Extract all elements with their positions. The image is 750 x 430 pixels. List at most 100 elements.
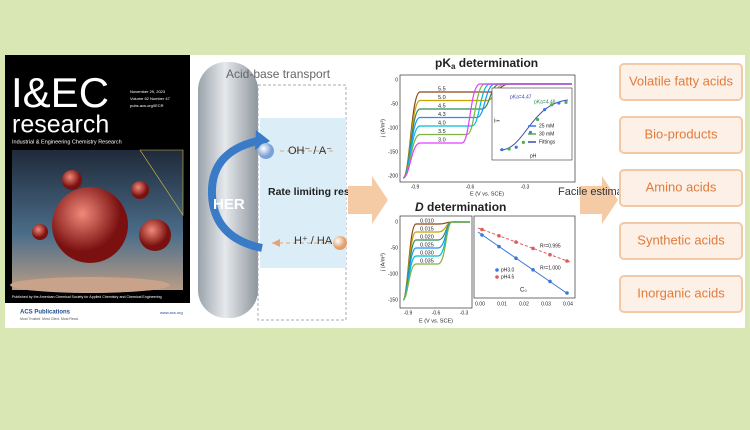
- flow-arrow: [580, 176, 618, 224]
- inset-point: [557, 101, 561, 105]
- pka-title-sub: a: [451, 62, 456, 71]
- fit-point: [548, 252, 552, 257]
- her-label: HER: [213, 196, 245, 213]
- legend-label: pH4.5: [501, 274, 515, 280]
- application-label: Bio-products: [645, 126, 718, 141]
- curve-label: 5.0: [438, 95, 446, 101]
- fit-label: pKa=4.48: [534, 99, 556, 105]
- x-tick-label: -0.6: [466, 184, 475, 190]
- y-tick-label: 0: [395, 77, 398, 83]
- base-species: OH⁻ / A⁻: [288, 145, 332, 157]
- mechanism: Acid-base transport HER OH⁻ / A⁻ Rate li…: [198, 62, 388, 321]
- d-fit-frame: [473, 215, 576, 299]
- x-tick-label: -0.6: [432, 310, 441, 316]
- ion-sphere: [258, 143, 274, 159]
- publisher-note: Published by the American Chemical Socie…: [12, 295, 162, 299]
- cover-date: November 29, 2023: [130, 89, 166, 94]
- inset-x-label: pH: [530, 153, 537, 159]
- y-tick-label: -150: [388, 297, 398, 303]
- her-arrow: [207, 136, 263, 252]
- application-box: [619, 116, 743, 154]
- cover-url: pubs.acs.org/IECR: [130, 103, 164, 108]
- fit-point: [497, 244, 501, 249]
- x-tick-label: 0.04: [563, 301, 573, 307]
- y-tick-label: -50: [391, 245, 398, 251]
- fit-point: [480, 233, 484, 237]
- x-tick-label: 0.03: [541, 301, 551, 307]
- y-axis-label: j (A/m²): [380, 119, 386, 138]
- curve-label: 0.015: [420, 226, 434, 232]
- application-box: [619, 222, 743, 260]
- y-tick-label: -200: [388, 173, 398, 179]
- x-tick-label: 0.01: [497, 301, 507, 307]
- acs-url: www.acs.org: [160, 310, 183, 315]
- fit-point: [497, 234, 501, 238]
- flow-arrow: [348, 176, 388, 224]
- d-title: D determination: [415, 200, 506, 214]
- x-axis-label: E (V vs. SCE): [419, 318, 453, 324]
- curve-label: 0.030: [420, 250, 434, 256]
- fit-point: [548, 279, 552, 284]
- transport-label: Acid-base transport: [226, 67, 331, 81]
- legend-swatch: [495, 268, 499, 272]
- application-label: Volatile fatty acids: [629, 73, 734, 88]
- inset-point: [507, 147, 511, 151]
- fit-point: [514, 256, 518, 261]
- legend-label: Fittings: [539, 139, 556, 145]
- cover-molecule: [131, 181, 149, 199]
- conc-label: C₀: [520, 288, 527, 294]
- cover-footer: [5, 303, 190, 328]
- x-tick-label: -0.9: [411, 184, 420, 190]
- d-plot-frame: [399, 215, 473, 309]
- inset-point: [535, 117, 540, 122]
- inset-point: [514, 145, 518, 149]
- inset-y-label: jₗᵢₘ: [493, 117, 500, 123]
- flux-arrowhead: [272, 239, 280, 247]
- cover-molecule: [32, 224, 48, 240]
- inset-point: [543, 108, 547, 112]
- curve-label: 0.010: [420, 218, 434, 224]
- ion-sphere: [333, 236, 347, 250]
- fit-point: [565, 291, 569, 295]
- y-axis-label: j (A/m²): [380, 253, 386, 272]
- cover-title: research: [12, 111, 109, 139]
- d-title-part: D: [415, 200, 424, 214]
- cover-art-floor: [10, 277, 170, 293]
- y-tick-label: -150: [388, 149, 398, 155]
- cover-molecule: [52, 187, 128, 263]
- curve-label: 4.5: [438, 103, 446, 109]
- fit-point: [480, 227, 484, 232]
- pka-title-part: pK: [435, 56, 451, 70]
- inset-frame: [491, 87, 573, 161]
- pka-title-part: determination: [455, 56, 538, 70]
- legend-label: pH3.0: [501, 267, 515, 273]
- application-box: [619, 275, 743, 313]
- y-tick-label: 0: [395, 219, 398, 225]
- cover-art-grid: [139, 149, 184, 216]
- fit-line: [477, 227, 571, 263]
- fit-label: R²=0.995: [540, 243, 561, 249]
- inset-point: [564, 100, 568, 104]
- pka-plot-frame: [399, 74, 576, 183]
- curve-label: 4.0: [438, 120, 446, 126]
- curve-label: 0.025: [420, 242, 434, 248]
- x-axis-label: E (V vs. SCE): [470, 191, 504, 197]
- application-box: [619, 169, 743, 207]
- fit-line: [477, 231, 569, 295]
- cover-molecule: [139, 219, 171, 251]
- y-tick-label: -100: [388, 271, 398, 277]
- fit-label: R²=1.000: [540, 265, 561, 271]
- x-tick-label: -0.9: [404, 310, 413, 316]
- y-tick-label: -100: [388, 125, 398, 131]
- application-label: Inorganic acids: [637, 285, 725, 300]
- curve-label: 3.0: [438, 137, 446, 143]
- acid-species: H⁺ / HA: [294, 235, 333, 247]
- curve-label: 4.3: [438, 112, 446, 118]
- fit-point: [531, 246, 535, 251]
- cover-subtitle: Industrial & Engineering Chemistry Resea…: [12, 139, 122, 145]
- electrode: [198, 62, 258, 318]
- acs-tagline: Most Trusted. Most Cited. Most Read.: [20, 317, 79, 321]
- curve-label: 0.035: [420, 258, 434, 264]
- application-label: Amino acids: [646, 179, 717, 194]
